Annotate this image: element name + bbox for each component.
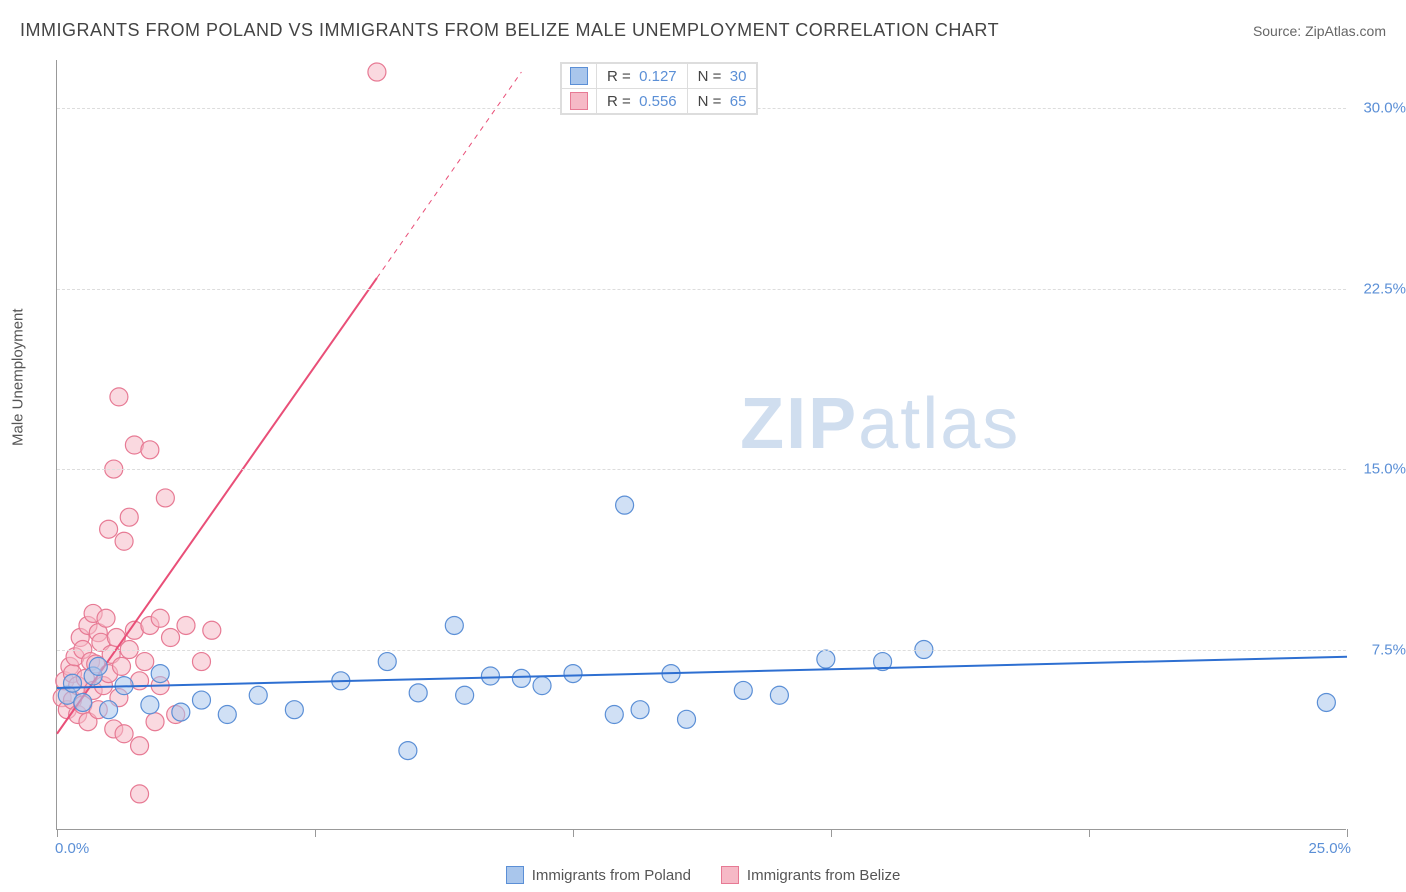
- x-tick: [573, 829, 574, 837]
- scatter-point: [218, 706, 236, 724]
- r-label: R =: [607, 93, 631, 110]
- gridline: [57, 650, 1346, 651]
- scatter-point: [456, 686, 474, 704]
- scatter-point: [110, 388, 128, 406]
- scatter-point: [89, 657, 107, 675]
- scatter-point: [445, 616, 463, 634]
- scatter-point: [120, 508, 138, 526]
- scatter-point: [616, 496, 634, 514]
- scatter-point: [512, 669, 530, 687]
- x-tick-label-max: 25.0%: [1308, 840, 1351, 857]
- scatter-point: [115, 725, 133, 743]
- chart-title: IMMIGRANTS FROM POLAND VS IMMIGRANTS FRO…: [20, 20, 999, 41]
- swatch-poland: [570, 67, 588, 85]
- scatter-point: [156, 489, 174, 507]
- trend-line: [57, 657, 1347, 688]
- source-name: ZipAtlas.com: [1305, 23, 1386, 39]
- stats-row-poland: R = 0.127 N = 30: [562, 64, 757, 89]
- scatter-point: [1317, 693, 1335, 711]
- scatter-point: [368, 63, 386, 81]
- y-axis-label: Male Unemployment: [10, 308, 27, 446]
- scatter-point: [113, 657, 131, 675]
- legend-item-poland: Immigrants from Poland: [506, 866, 691, 884]
- scatter-point: [564, 665, 582, 683]
- bottom-legend: Immigrants from Poland Immigrants from B…: [0, 866, 1406, 884]
- scatter-point: [162, 629, 180, 647]
- scatter-point: [131, 737, 149, 755]
- scatter-point: [249, 686, 267, 704]
- n-value-poland: 30: [730, 68, 747, 85]
- scatter-point: [177, 616, 195, 634]
- legend-label-belize: Immigrants from Belize: [747, 867, 900, 884]
- scatter-point: [151, 665, 169, 683]
- scatter-point: [285, 701, 303, 719]
- x-tick: [315, 829, 316, 837]
- stats-legend: R = 0.127 N = 30 R = 0.556 N = 65: [560, 62, 758, 115]
- scatter-point: [136, 653, 154, 671]
- n-label: N =: [698, 68, 722, 85]
- scatter-point: [151, 609, 169, 627]
- scatter-point: [605, 706, 623, 724]
- scatter-point: [734, 681, 752, 699]
- scatter-point: [533, 677, 551, 695]
- chart-svg: [57, 60, 1346, 829]
- y-tick-label: 30.0%: [1351, 100, 1406, 117]
- source-prefix: Source:: [1253, 23, 1305, 39]
- legend-swatch-belize: [721, 866, 739, 884]
- scatter-point: [141, 441, 159, 459]
- scatter-point: [172, 703, 190, 721]
- swatch-belize: [570, 92, 588, 110]
- legend-swatch-poland: [506, 866, 524, 884]
- scatter-point: [770, 686, 788, 704]
- source-attribution: Source: ZipAtlas.com: [1253, 23, 1386, 39]
- scatter-point: [146, 713, 164, 731]
- r-value-belize: 0.556: [639, 93, 677, 110]
- r-value-poland: 0.127: [639, 68, 677, 85]
- stats-table: R = 0.127 N = 30 R = 0.556 N = 65: [561, 63, 757, 114]
- legend-label-poland: Immigrants from Poland: [532, 867, 691, 884]
- scatter-point: [192, 653, 210, 671]
- scatter-point: [399, 742, 417, 760]
- gridline: [57, 289, 1346, 290]
- scatter-point: [203, 621, 221, 639]
- trend-line-dashed: [377, 72, 521, 278]
- y-tick-label: 22.5%: [1351, 280, 1406, 297]
- scatter-point: [74, 693, 92, 711]
- x-tick: [1089, 829, 1090, 837]
- x-tick: [1347, 829, 1348, 837]
- stats-row-belize: R = 0.556 N = 65: [562, 89, 757, 114]
- y-tick-label: 7.5%: [1351, 641, 1406, 658]
- scatter-point: [97, 609, 115, 627]
- x-tick: [57, 829, 58, 837]
- legend-item-belize: Immigrants from Belize: [721, 866, 900, 884]
- scatter-point: [115, 532, 133, 550]
- x-tick-label-min: 0.0%: [55, 840, 89, 857]
- scatter-point: [678, 710, 696, 728]
- scatter-point: [378, 653, 396, 671]
- plot-area: ZIPatlas 7.5%15.0%22.5%30.0%0.0%25.0%: [56, 60, 1346, 830]
- gridline: [57, 469, 1346, 470]
- scatter-point: [100, 701, 118, 719]
- scatter-point: [100, 520, 118, 538]
- scatter-point: [409, 684, 427, 702]
- x-tick: [831, 829, 832, 837]
- y-tick-label: 15.0%: [1351, 461, 1406, 478]
- scatter-point: [481, 667, 499, 685]
- scatter-point: [63, 674, 81, 692]
- scatter-point: [631, 701, 649, 719]
- n-value-belize: 65: [730, 93, 747, 110]
- scatter-point: [141, 696, 159, 714]
- n-label: N =: [698, 93, 722, 110]
- scatter-point: [817, 650, 835, 668]
- r-label: R =: [607, 68, 631, 85]
- scatter-point: [131, 785, 149, 803]
- title-bar: IMMIGRANTS FROM POLAND VS IMMIGRANTS FRO…: [20, 20, 1386, 41]
- scatter-point: [192, 691, 210, 709]
